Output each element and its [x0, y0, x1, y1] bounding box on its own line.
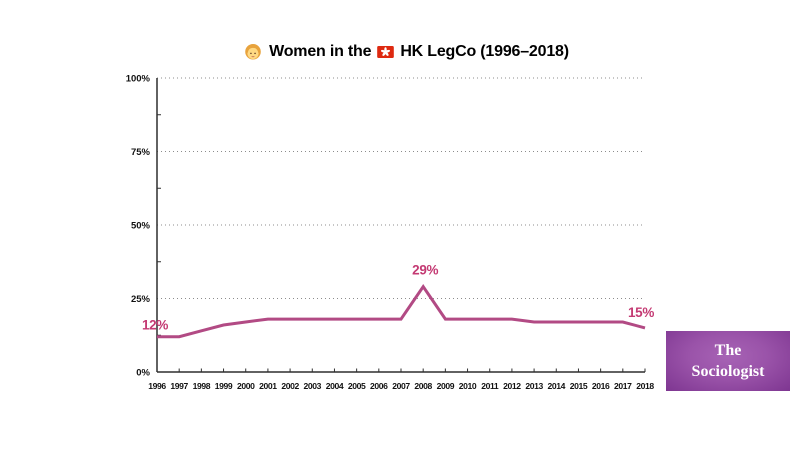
x-axis-label: 1996 [148, 381, 166, 391]
girl-emoji-icon [243, 42, 263, 62]
x-axis-label: 2012 [503, 381, 521, 391]
data-label-1996: 12% [142, 318, 168, 333]
sociologist-logo: The Sociologist [666, 331, 790, 391]
x-axis-label: 2009 [437, 381, 455, 391]
x-axis-label: 1998 [193, 381, 211, 391]
x-axis-label: 2006 [370, 381, 388, 391]
data-label-2018: 15% [628, 305, 654, 320]
y-axis-label: 0% [136, 368, 150, 379]
logo-line-2: Sociologist [691, 363, 765, 380]
x-axis-label: 2011 [481, 381, 499, 391]
logo-line-1: The [714, 342, 742, 359]
x-axis-label: 2010 [459, 381, 477, 391]
title-text-2: HK LegCo (1996–2018) [400, 43, 569, 60]
x-axis-label: 2002 [281, 381, 299, 391]
x-axis-label: 2001 [259, 381, 277, 391]
x-axis-label: 2007 [392, 381, 410, 391]
x-axis-label: 2016 [592, 381, 610, 391]
chart-title: Women in the HK LegCo (1996–2018) [0, 42, 800, 62]
y-axis-label: 50% [131, 221, 151, 232]
x-axis-label: 2018 [636, 381, 654, 391]
y-axis-label: 100% [126, 74, 151, 85]
x-axis-label: 2005 [348, 381, 366, 391]
x-axis-label: 2008 [414, 381, 432, 391]
x-axis-label: 1997 [170, 381, 188, 391]
x-axis-label: 2014 [548, 381, 566, 391]
women-share-line [157, 284, 646, 339]
x-axis-label: 2015 [570, 381, 588, 391]
y-axis-label: 75% [131, 147, 151, 158]
hong-kong-flag-icon [377, 46, 395, 58]
x-axis-label: 2003 [304, 381, 322, 391]
x-axis-label: 2004 [326, 381, 344, 391]
title-text-1: Women in the [269, 43, 372, 60]
x-axis-label: 2013 [525, 381, 543, 391]
y-axis-label: 25% [131, 294, 151, 305]
x-axis-label: 2000 [237, 381, 255, 391]
x-axis-label: 2017 [614, 381, 632, 391]
x-axis-label: 1999 [215, 381, 233, 391]
data-label-2008: 29% [412, 263, 438, 278]
